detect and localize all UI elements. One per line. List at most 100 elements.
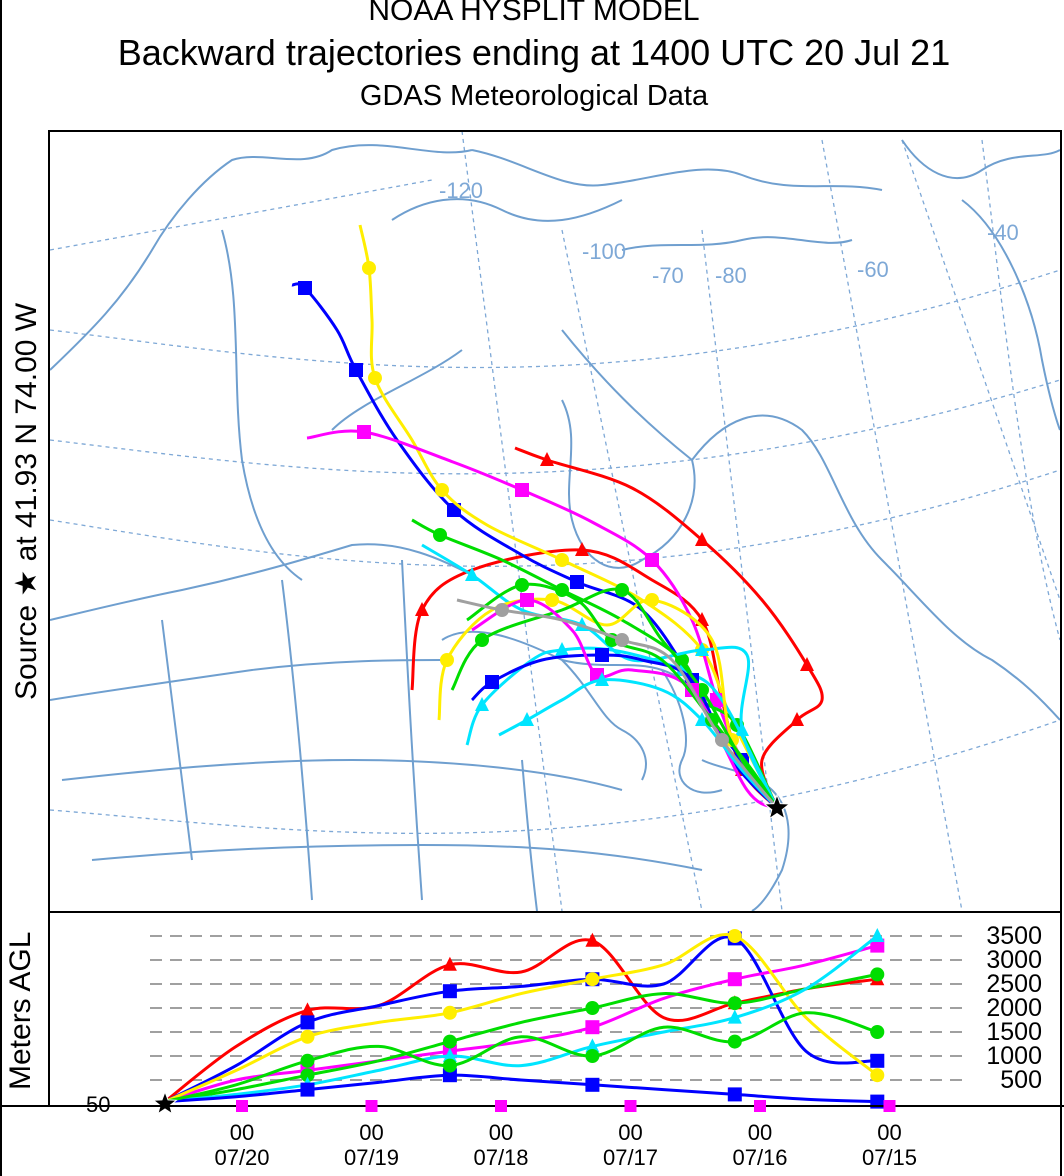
graticule-line-7: [821, 139, 963, 911]
height-tick-label: 500: [1000, 1066, 1042, 1094]
longitude-label: -100: [582, 239, 626, 264]
map-trajectory-marker: [570, 575, 584, 589]
height-series-marker: [727, 996, 742, 1011]
longitude-labels: -120 -100 -70 -80 -60 -40: [439, 178, 1019, 288]
start-height-label: 50: [86, 1092, 110, 1117]
height-series-line: [164, 932, 879, 1103]
time-axis-panel: 0007/200007/190007/180007/170007/160007/…: [214, 1100, 1062, 1176]
map-trajectory-marker: [645, 593, 659, 607]
map-trajectory-line: [421, 543, 779, 809]
time-tick-date: 07/17: [603, 1145, 658, 1170]
map-trajectory-marker: [715, 733, 729, 747]
map-trajectory-marker: [800, 657, 814, 671]
basemap-outline-21: [621, 236, 853, 251]
time-tick-hour: 00: [877, 1120, 901, 1145]
graticule-line-10: [981, 139, 1060, 641]
basemap-outline-4: [961, 199, 1060, 431]
longitude-label: -80: [715, 263, 747, 288]
height-series-marker: [300, 1053, 315, 1068]
map-trajectory-marker: [615, 633, 629, 647]
time-tick-mark: [624, 1100, 637, 1112]
height-series-marker: [585, 1001, 600, 1015]
height-series-line: [164, 944, 878, 1104]
map-trajectories: [291, 224, 824, 810]
basemap-outline-17: [521, 759, 538, 911]
time-tick-hour: 00: [359, 1120, 383, 1145]
height-series-marker: [585, 1020, 600, 1035]
height-series-marker: [442, 1058, 457, 1073]
map-trajectory-marker: [595, 672, 609, 686]
height-series-marker: [727, 972, 742, 987]
height-series-marker: [585, 972, 600, 987]
height-series-3: [164, 929, 885, 1103]
height-series-marker: [585, 1077, 600, 1092]
height-series-marker: [585, 932, 600, 947]
height-series-marker: [442, 984, 457, 999]
height-tick-label: 2500: [986, 970, 1042, 998]
longitude-label: -70: [652, 263, 684, 288]
map-trajectory-6: [421, 543, 779, 809]
height-series-6: [164, 1068, 885, 1109]
map-trajectory-marker: [485, 675, 499, 689]
time-tick-mark: [754, 1100, 766, 1112]
height-series-marker: [870, 1025, 885, 1039]
map-trajectory-line: [514, 446, 824, 809]
time-tick-date: 07/15: [862, 1145, 917, 1170]
height-tick-label: 2000: [986, 994, 1042, 1022]
height-series-marker: [727, 1034, 742, 1049]
height-series-marker: [870, 1053, 885, 1068]
basemap-outline-15: [281, 579, 313, 901]
map-trajectory-marker: [515, 483, 529, 497]
map-trajectory-marker: [495, 603, 509, 617]
map-trajectory-14: [456, 598, 779, 809]
graticule-line-9: [50, 179, 433, 251]
map-trajectory-marker: [595, 648, 609, 662]
height-series-marker: [300, 1082, 315, 1097]
longitude-label: -40: [987, 220, 1019, 245]
map-trajectory-marker: [362, 261, 376, 275]
height-series-marker: [442, 1048, 457, 1062]
time-tick-date: 07/19: [344, 1145, 399, 1170]
map-frame: [48, 130, 1062, 913]
basemap-outline-12: [61, 758, 623, 791]
map-trajectory-marker: [520, 712, 534, 726]
source-star-height: [152, 1090, 178, 1115]
map-trajectory-marker: [555, 553, 569, 567]
time-tick-date: 07/16: [732, 1145, 787, 1170]
map-trajectory-13: [466, 578, 779, 809]
height-series-marker: [300, 1002, 315, 1017]
source-star-icon: [763, 793, 791, 820]
map-trajectory-marker: [790, 712, 804, 726]
time-tick-date: 07/18: [473, 1145, 528, 1170]
graticule-line-5: [561, 229, 703, 911]
time-tick-labels: 0007/200007/190007/180007/170007/160007/…: [214, 1100, 917, 1170]
map-panel: -120 -100 -70 -80 -60 -40: [48, 130, 1062, 913]
height-series-4: [164, 967, 885, 1104]
height-series-line: [164, 935, 878, 1103]
height-series-line: [164, 1011, 878, 1104]
map-trajectory-line: [358, 224, 779, 809]
height-tick-label: 3500: [986, 922, 1042, 950]
map-trajectory-marker: [575, 542, 589, 556]
graticule-line-2: [50, 269, 1060, 369]
map-trajectory-marker: [475, 633, 489, 647]
height-series-marker: [585, 1038, 600, 1053]
height-series-marker: [727, 1087, 742, 1102]
height-series-marker: [300, 1029, 315, 1044]
map-trajectory-marker: [357, 425, 371, 439]
height-series-marker: [300, 1015, 315, 1030]
graticule-line-8: [901, 139, 1060, 601]
basemap-outline-1: [471, 149, 883, 191]
height-series-marker: [442, 1068, 457, 1083]
height-series-line: [164, 972, 878, 1104]
map-trajectory-marker: [615, 583, 629, 597]
height-series-marker: [585, 1049, 600, 1063]
map-trajectory-marker: [520, 593, 534, 607]
basemap-outline-20: [391, 198, 623, 222]
map-trajectory-marker: [465, 567, 479, 581]
graticule-line-3: [50, 719, 1060, 834]
